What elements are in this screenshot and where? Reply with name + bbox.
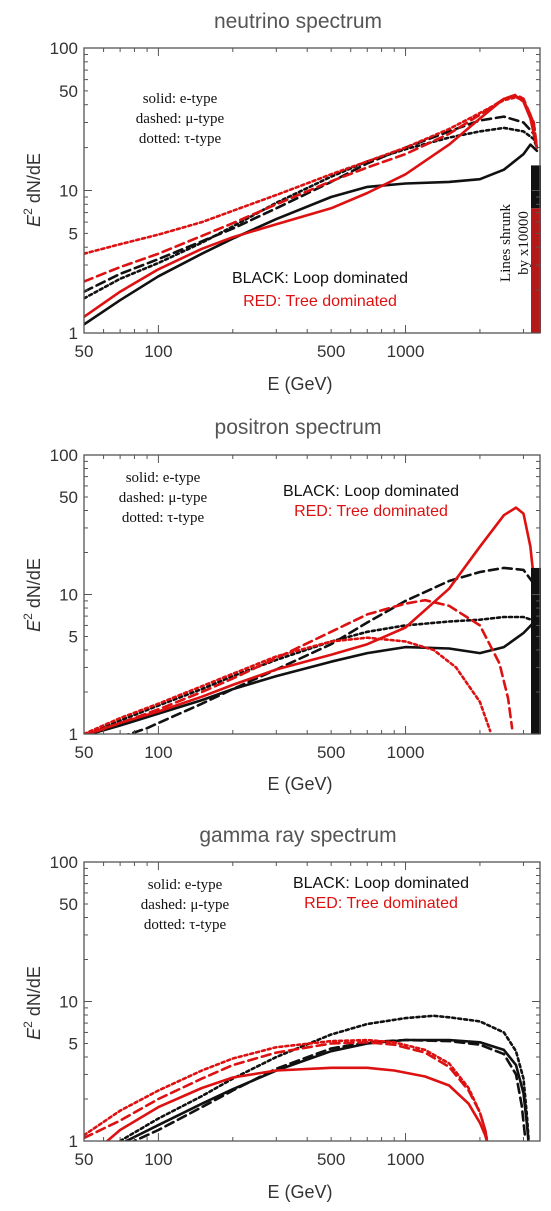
color-legend-tree: RED: Tree dominated bbox=[243, 293, 397, 310]
y-tick-label: 10 bbox=[59, 182, 78, 201]
curves bbox=[84, 1014, 530, 1141]
y-tick-label: 100 bbox=[50, 446, 78, 465]
y-tick-label: 50 bbox=[59, 895, 78, 914]
style-legend-line: solid: e-type bbox=[126, 470, 201, 486]
x-tick-label: 500 bbox=[317, 743, 345, 762]
series-line-black-solid bbox=[84, 143, 539, 326]
x-tick-label: 500 bbox=[317, 342, 345, 361]
x-axis-label: E (GeV) bbox=[267, 1182, 332, 1202]
style-legend-line: dotted: τ-type bbox=[122, 510, 205, 526]
y-tick-label: 5 bbox=[69, 1034, 78, 1053]
style-legend-line: dashed: μ-type bbox=[119, 490, 208, 506]
x-tick-label: 1000 bbox=[387, 342, 425, 361]
side-bar-red bbox=[531, 208, 541, 333]
chart-panel-1: neutrino spectrum 1 5 10 50 100 50 100 500 1000 E … bbox=[21, 10, 541, 394]
series-line-red-dashed bbox=[84, 93, 539, 283]
chart-title: positron spectrum bbox=[215, 416, 382, 439]
y-tick-label: 100 bbox=[50, 853, 78, 872]
series-line-red-dashed bbox=[85, 598, 514, 734]
x-tick-label: 50 bbox=[75, 1150, 94, 1169]
color-legend-tree: RED: Tree dominated bbox=[304, 895, 458, 912]
color-legend-loop: BLACK: Loop dominated bbox=[293, 875, 469, 892]
y-tick-label: 50 bbox=[59, 488, 78, 507]
side-bar-black bbox=[531, 165, 541, 209]
y-axis-label: E2 dN/dE bbox=[21, 966, 44, 1040]
chart-panel-2: positron spectrum 1 5 10 50 100 50 100 500 1000 E … bbox=[21, 416, 541, 794]
y-tick-label: 1 bbox=[69, 725, 78, 744]
chart-panel-3: gamma ray spectrum 1 5 10 50 100 50 100 500 1000 E… bbox=[21, 824, 541, 1202]
style-legend-line: solid: e-type bbox=[143, 91, 218, 107]
x-tick-label: 1000 bbox=[387, 743, 425, 762]
x-tick-label: 500 bbox=[317, 1150, 345, 1169]
series-line-red-dashed bbox=[84, 1041, 489, 1141]
x-tick-label: 50 bbox=[75, 342, 94, 361]
style-legend-line: dashed: μ-type bbox=[141, 897, 230, 913]
chart-title: neutrino spectrum bbox=[214, 10, 382, 33]
y-axis-label: E2 dN/dE bbox=[21, 153, 44, 227]
series-line-red-dotted bbox=[84, 96, 539, 255]
x-axis-label: E (GeV) bbox=[267, 374, 332, 394]
series-line-red-dotted bbox=[84, 1038, 489, 1141]
y-tick-label: 10 bbox=[59, 586, 78, 605]
y-axis-label: E2 dN/dE bbox=[21, 558, 44, 632]
style-legend-line: solid: e-type bbox=[148, 877, 223, 893]
y-tick-label: 5 bbox=[69, 627, 78, 646]
y-tick-label: 10 bbox=[59, 993, 78, 1012]
color-legend-tree: RED: Tree dominated bbox=[294, 503, 448, 520]
x-tick-label: 1000 bbox=[387, 1150, 425, 1169]
series-line-red-solid bbox=[105, 1066, 489, 1141]
x-axis-label: E (GeV) bbox=[267, 774, 332, 794]
series-line-black-dashed bbox=[125, 566, 539, 734]
x-tick-label: 100 bbox=[144, 342, 172, 361]
series-line-red-dotted bbox=[84, 636, 492, 734]
style-legend-line: dotted: τ-type bbox=[139, 131, 222, 147]
y-tick-label: 100 bbox=[50, 39, 78, 58]
style-legend-line: dotted: τ-type bbox=[144, 917, 227, 933]
series-line-red-solid bbox=[84, 506, 539, 734]
y-tick-label: 5 bbox=[69, 224, 78, 243]
x-tick-label: 50 bbox=[75, 743, 94, 762]
x-tick-label: 100 bbox=[144, 743, 172, 762]
color-legend-loop: BLACK: Loop dominated bbox=[232, 270, 408, 287]
y-tick-label: 1 bbox=[69, 1132, 78, 1151]
side-annotation: Lines shrunk by x10000 bbox=[498, 204, 532, 282]
color-legend-loop: BLACK: Loop dominated bbox=[283, 483, 459, 500]
side-bar-black bbox=[531, 567, 541, 734]
series-line-black-dotted bbox=[118, 1014, 530, 1141]
y-tick-label: 1 bbox=[69, 324, 78, 343]
series-line-black-dashed bbox=[131, 1038, 527, 1141]
series-line-black-solid bbox=[85, 619, 539, 734]
series-line-black-solid bbox=[123, 1038, 530, 1141]
curves bbox=[84, 506, 539, 734]
chart-title: gamma ray spectrum bbox=[199, 824, 396, 847]
style-legend-line: dashed: μ-type bbox=[136, 111, 225, 127]
x-tick-label: 100 bbox=[144, 1150, 172, 1169]
series-line-black-dashed bbox=[84, 115, 539, 293]
curves bbox=[84, 93, 539, 326]
y-tick-label: 50 bbox=[59, 82, 78, 101]
series-line-black-dotted bbox=[84, 615, 539, 734]
